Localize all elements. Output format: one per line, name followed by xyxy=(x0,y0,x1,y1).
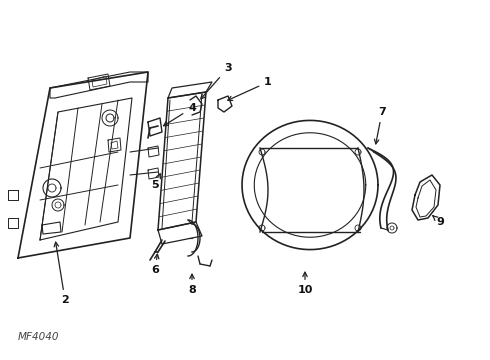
Text: 8: 8 xyxy=(188,274,196,295)
Text: 5: 5 xyxy=(151,174,160,190)
Text: MF4040: MF4040 xyxy=(18,332,59,342)
Text: 9: 9 xyxy=(433,216,444,227)
Text: 3: 3 xyxy=(201,63,232,99)
Text: 6: 6 xyxy=(151,254,159,275)
Text: 1: 1 xyxy=(228,77,272,100)
Text: 4: 4 xyxy=(164,103,196,126)
Text: 10: 10 xyxy=(297,272,313,295)
Text: 2: 2 xyxy=(54,242,69,305)
Text: 7: 7 xyxy=(374,107,386,144)
